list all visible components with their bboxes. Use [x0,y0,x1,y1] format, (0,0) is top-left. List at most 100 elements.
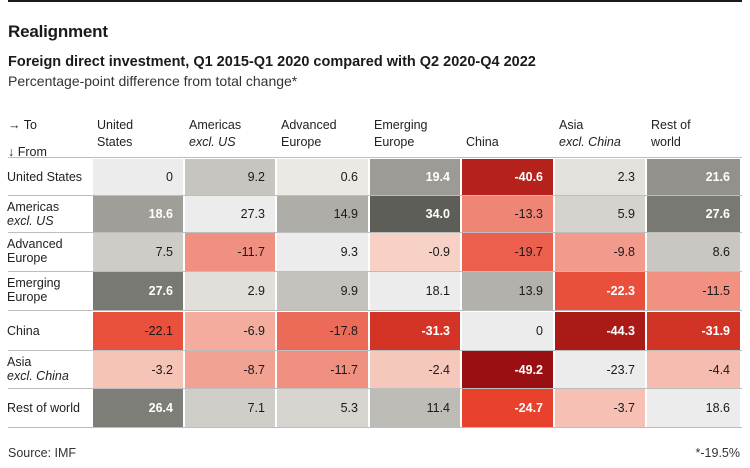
row-separator [8,310,742,311]
heatmap-cell: 27.3 [185,196,275,232]
source-note: Source: IMF [8,446,77,460]
row-label: Rest of world [7,401,91,415]
heatmap-cell: 8.6 [647,233,740,271]
heatmap-cell: -19.7 [462,233,553,271]
row-label-line1: Asia [7,355,32,369]
heatmap-cell: -22.3 [555,272,645,310]
heatmap-cell: -2.4 [370,351,460,388]
heatmap-cell: 27.6 [93,272,183,310]
column-header: United States [97,117,133,151]
row-label-line2: excl. China [7,369,69,383]
row-label-line2: Europe [7,251,48,265]
heatmap-cell: -11.7 [185,233,275,271]
heatmap-cell: 21.6 [647,159,740,195]
heatmap-cell: 19.4 [370,159,460,195]
heatmap-cell: 9.2 [185,159,275,195]
column-header: Asia excl. China [559,117,621,151]
heatmap-cell: -23.7 [555,351,645,388]
heatmap-cell: 34.0 [370,196,460,232]
row-label-line1: China [7,324,40,338]
column-header-line1: Asia [559,118,584,132]
column-header: Americas excl. US [189,117,241,151]
column-header-line2: excl. US [189,135,236,149]
row-separator [8,388,742,389]
row-label-line2: Europe [7,290,48,304]
heatmap-cell: 5.9 [555,196,645,232]
top-rule [8,0,742,2]
heatmap-cell: 2.9 [185,272,275,310]
row-label-line1: Emerging [7,276,61,290]
column-header-line1: United [97,118,134,132]
heatmap-cell: 13.9 [462,272,553,310]
heatmap-cell: 18.6 [93,196,183,232]
heatmap-cell: 27.6 [647,196,740,232]
column-header-line2: excl. China [559,135,621,149]
heatmap-cell: 2.3 [555,159,645,195]
heatmap-cell: -22.1 [93,312,183,350]
heatmap-cell: -13.3 [462,196,553,232]
heatmap-cell: -31.9 [647,312,740,350]
heatmap-cell: -40.6 [462,159,553,195]
row-label: Advanced Europe [7,237,91,265]
heatmap-cell: 14.9 [277,196,368,232]
heatmap-cell: -6.9 [185,312,275,350]
column-header-line1: Advanced [281,118,337,132]
row-separator [8,232,742,233]
column-header-line2: Europe [281,135,322,149]
row-label: United States [7,170,91,184]
heatmap-cell: 0 [462,312,553,350]
column-header-line2: world [651,135,681,149]
heatmap-cell: 11.4 [370,389,460,427]
heatmap-cell: 26.4 [93,389,183,427]
heatmap-cell: 18.6 [647,389,740,427]
heatmap-cell: -3.7 [555,389,645,427]
heatmap-cell: 9.9 [277,272,368,310]
row-label-line1: Advanced [7,237,63,251]
heatmap-cell: 9.3 [277,233,368,271]
heatmap-cell: -4.4 [647,351,740,388]
heatmap-cell: -9.8 [555,233,645,271]
row-label: Asia excl. China [7,355,91,383]
heatmap-cell: 0 [93,159,183,195]
heatmap-cell: -11.7 [277,351,368,388]
heatmap-cell: 7.5 [93,233,183,271]
footnote: *-19.5% [695,446,740,460]
heatmap-cell: -11.5 [647,272,740,310]
row-label-line1: Rest of world [7,401,80,415]
column-header-line2: States [97,135,133,149]
row-separator [8,427,742,428]
heatmap-cell: -0.9 [370,233,460,271]
column-header-line1: Rest of [651,118,691,132]
row-label-line1: United States [7,170,83,184]
heatmap-cell: 18.1 [370,272,460,310]
heatmap-cell: -49.2 [462,351,553,388]
heatmap-cell: 7.1 [185,389,275,427]
chart-description: Percentage-point difference from total c… [8,73,298,89]
row-label: Americas excl. US [7,200,91,228]
row-label: Emerging Europe [7,276,91,304]
column-header: Rest of world [651,117,691,151]
to-axis-label: → To [8,118,37,132]
chart-title: Realignment [8,22,108,41]
heatmap-cell: -24.7 [462,389,553,427]
row-separator [8,271,742,272]
row-label-line2: excl. US [7,214,54,228]
heatmap-cell: 0.6 [277,159,368,195]
column-header: China [466,134,499,151]
row-separator [8,350,742,351]
column-header-line2: Europe [374,135,415,149]
heatmap-cell: -31.3 [370,312,460,350]
heatmap-cell: -3.2 [93,351,183,388]
row-separator [8,157,742,158]
column-header-line1: China [466,135,499,149]
from-axis-label: ↓ From [8,145,47,159]
chart-subtitle: Foreign direct investment, Q1 2015-Q1 20… [8,54,536,70]
column-header: Advanced Europe [281,117,337,151]
row-separator [8,195,742,196]
row-label: China [7,324,91,338]
heatmap-cell: -8.7 [185,351,275,388]
heatmap-cell: -44.3 [555,312,645,350]
heatmap-cell: -17.8 [277,312,368,350]
column-header-line1: Americas [189,118,242,132]
heatmap-cell: 5.3 [277,389,368,427]
